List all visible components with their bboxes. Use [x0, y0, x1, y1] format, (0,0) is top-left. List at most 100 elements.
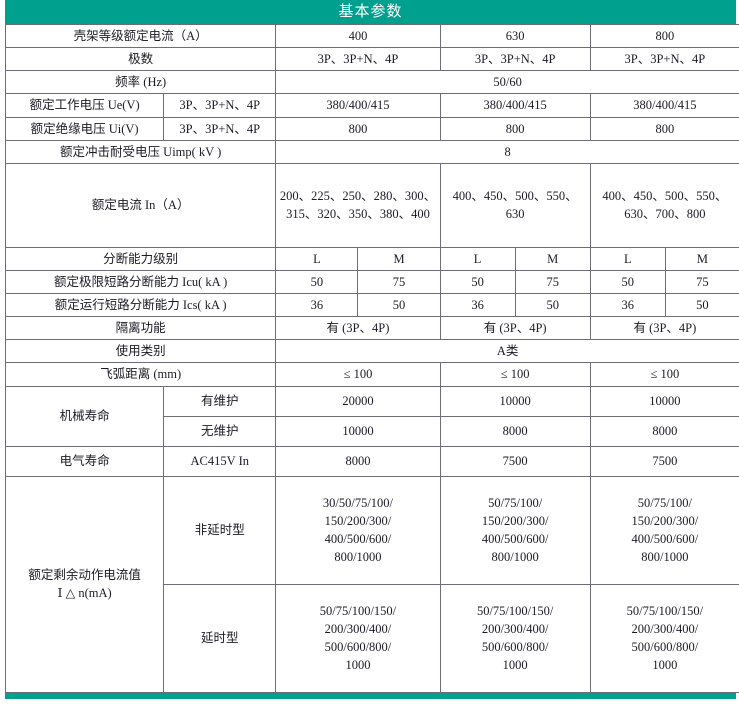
cell-value: 8	[275, 139, 739, 164]
cell-value: 50	[439, 269, 516, 295]
cell-value: 有 (3P、4P)	[439, 316, 591, 341]
row-label-residual-current: 额定剩余动作电流值 Ⅰ △ n(mA)	[4, 475, 165, 693]
row-sublabel: 非延时型	[163, 475, 277, 585]
residual-label-line2: Ⅰ △ n(mA)	[57, 586, 112, 600]
table-row: 飞弧距离 (mm) ≤ 100 ≤ 100 ≤ 100	[4, 362, 739, 387]
table-row: 额定剩余动作电流值 Ⅰ △ n(mA) 非延时型 30/50/75/100/ 1…	[4, 475, 739, 693]
row-sublabel: 3P、3P+N、4P	[163, 93, 277, 118]
row-label: 飞弧距离 (mm)	[4, 362, 277, 387]
cell-value: 50	[514, 292, 591, 318]
cell-value: 8000	[439, 415, 591, 447]
cell-value: 50/60	[275, 70, 739, 95]
row-label: 使用类别	[4, 339, 277, 364]
table-row: 额定运行短路分断能力 Ics( kA ) 36 50 36 50 36 50	[4, 292, 739, 318]
cell-value: L	[589, 246, 666, 271]
cell-value: 3P、3P+N、4P	[275, 47, 441, 72]
cell-value: 50/75/100/ 150/200/300/ 400/500/600/ 800…	[439, 475, 591, 585]
residual-label-line1: 额定剩余动作电流值	[28, 567, 141, 582]
row-sublabel: 3P、3P+N、4P	[163, 116, 277, 141]
cell-value: 800	[589, 23, 739, 49]
row-label: 壳架等级额定电流（A）	[4, 23, 277, 49]
table-row: 额定电流 In（A） 200、225、250、280、300、315、320、3…	[4, 162, 739, 248]
table-row: 隔离功能 有 (3P、4P) 有 (3P、4P) 有 (3P、4P)	[4, 316, 739, 341]
cell-value: 50/75/100/150/ 200/300/400/ 500/600/800/…	[589, 583, 739, 693]
cell-value: M	[357, 246, 441, 271]
sheet-title-banner: 基本参数	[5, 0, 736, 24]
table-row: 额定冲击耐受电压 Uimp( kV ) 8	[4, 139, 739, 164]
table-row: 额定极限短路分断能力 Icu( kA ) 50 75 50 75 50 75	[4, 269, 739, 295]
cell-value: 50	[664, 292, 739, 318]
cell-value: 3P、3P+N、4P	[439, 47, 591, 72]
cell-value: 7500	[589, 445, 739, 477]
cell-value: 75	[664, 269, 739, 295]
cell-value: M	[664, 246, 739, 271]
table-row: 壳架等级额定电流（A） 400 630 800	[4, 23, 739, 49]
cell-value: 7500	[439, 445, 591, 477]
table-row: 使用类别 A类	[4, 339, 739, 364]
cell-value: 10000	[275, 415, 441, 447]
cell-value: 50/75/100/ 150/200/300/ 400/500/600/ 800…	[589, 475, 739, 585]
cell-value: 800	[275, 116, 441, 141]
cell-value: A类	[275, 339, 739, 364]
table-row: 机械寿命 有维护 20000 10000 10000	[4, 385, 739, 447]
cell-value: ≤ 100	[439, 362, 591, 387]
cell-value: 200、225、250、280、300、315、320、350、380、400	[275, 162, 441, 248]
table-row: 延时型 50/75/100/150/ 200/300/400/ 500/600/…	[6, 583, 739, 693]
row-label: 额定极限短路分断能力 Icu( kA )	[4, 269, 277, 295]
cell-value: 50/75/100/150/ 200/300/400/ 500/600/800/…	[275, 583, 441, 693]
cell-value: 10000	[439, 385, 591, 417]
cell-value: 50	[357, 292, 441, 318]
cell-value: L	[275, 246, 359, 271]
table-row: 极数 3P、3P+N、4P 3P、3P+N、4P 3P、3P+N、4P	[4, 47, 739, 72]
row-label: 额定电流 In（A）	[4, 162, 277, 248]
cell-value: 380/400/415	[589, 93, 739, 118]
cell-value: 75	[357, 269, 441, 295]
specification-table: 壳架等级额定电流（A） 400 630 800 极数 3P、3P+N、4P 3P…	[4, 23, 739, 693]
cell-value: 50/75/100/150/ 200/300/400/ 500/600/800/…	[439, 583, 591, 693]
table-row: 额定绝缘电压 Ui(V) 3P、3P+N、4P 800 800 800	[4, 116, 739, 141]
row-label: 额定工作电压 Ue(V)	[4, 93, 165, 118]
cell-value: 800	[589, 116, 739, 141]
row-label: 额定冲击耐受电压 Uimp( kV )	[4, 139, 277, 164]
cell-value: 400、450、500、550、630	[439, 162, 591, 248]
sheet-title: 基本参数	[338, 3, 403, 20]
table-row: 分断能力级别 L M L M L M	[4, 246, 739, 271]
cell-value: 50	[589, 269, 666, 295]
row-label: 极数	[4, 47, 277, 72]
table-row: 无维护 10000 8000 8000	[6, 415, 739, 447]
cell-value: 630	[439, 23, 591, 49]
cell-value: L	[439, 246, 516, 271]
row-label: 额定运行短路分断能力 Ics( kA )	[4, 292, 277, 318]
row-label-mechanical-life: 机械寿命	[4, 385, 165, 447]
row-label: 电气寿命	[4, 445, 165, 477]
cell-value: 36	[275, 292, 359, 318]
cell-value: 800	[439, 116, 591, 141]
cell-value: 36	[439, 292, 516, 318]
cell-value: 20000	[275, 385, 441, 417]
row-sublabel: 无维护	[163, 415, 277, 447]
footer-accent-bar	[5, 692, 736, 699]
cell-value: 75	[514, 269, 591, 295]
cell-value: 400	[275, 23, 441, 49]
cell-value: 36	[589, 292, 666, 318]
row-label: 额定绝缘电压 Ui(V)	[4, 116, 165, 141]
cell-value: 10000	[589, 385, 739, 417]
cell-value: 8000	[275, 445, 441, 477]
row-label: 频率 (Hz)	[4, 70, 277, 95]
cell-value: ≤ 100	[275, 362, 441, 387]
row-label: 分断能力级别	[4, 246, 277, 271]
cell-value: 8000	[589, 415, 739, 447]
table-row: 额定工作电压 Ue(V) 3P、3P+N、4P 380/400/415 380/…	[4, 93, 739, 118]
cell-value: 380/400/415	[275, 93, 441, 118]
cell-value: ≤ 100	[589, 362, 739, 387]
cell-value: 400、450、500、550、630、700、800	[589, 162, 739, 248]
table-row: 频率 (Hz) 50/60	[4, 70, 739, 95]
row-sublabel: AC415V In	[163, 445, 277, 477]
cell-value: 50	[275, 269, 359, 295]
cell-value: 3P、3P+N、4P	[589, 47, 739, 72]
cell-value: 有 (3P、4P)	[275, 316, 441, 341]
cell-value: 有 (3P、4P)	[589, 316, 739, 341]
cell-value: 380/400/415	[439, 93, 591, 118]
cell-value: 30/50/75/100/ 150/200/300/ 400/500/600/ …	[275, 475, 441, 585]
